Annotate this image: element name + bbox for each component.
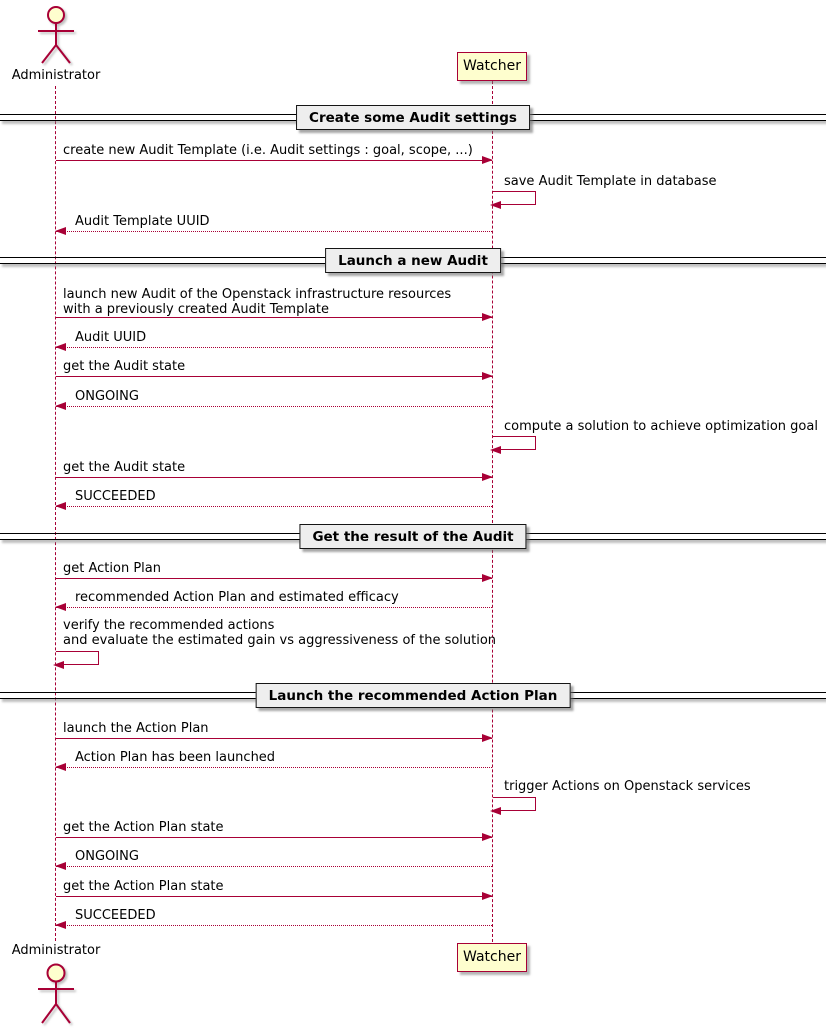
divider-launch-new-audit: Launch a new Audit — [0, 248, 826, 274]
arrowhead-left-icon — [55, 920, 66, 929]
administrator-actor-icon — [38, 6, 74, 64]
arrowhead-right-icon — [482, 472, 493, 481]
return-arrow — [55, 342, 492, 351]
arrowhead-right-icon — [482, 832, 493, 841]
message-arrow — [56, 472, 493, 481]
message-label: Action Plan has been launched — [75, 750, 276, 765]
administrator-actor-icon — [38, 963, 74, 1024]
arrowhead-left-icon — [490, 201, 501, 209]
message-label: trigger Actions on Openstack services — [504, 779, 751, 794]
divider-get-audit-result: Get the result of the Audit — [0, 524, 826, 550]
message-label: compute a solution to achieve optimizati… — [504, 419, 818, 434]
arrowhead-left-icon — [55, 226, 66, 235]
arrowhead-right-icon — [482, 155, 493, 164]
return-arrow — [55, 401, 492, 410]
message-arrow — [56, 155, 493, 164]
return-arrow — [55, 602, 492, 611]
arrowhead-right-icon — [482, 891, 493, 900]
arrowhead-left-icon — [55, 501, 66, 510]
divider-label: Launch a new Audit — [325, 248, 501, 273]
return-arrow — [55, 226, 492, 235]
divider-create-audit-settings: Create some Audit settings — [0, 105, 826, 131]
message-label: Audit Template UUID — [75, 214, 210, 229]
message-label: get the Action Plan state — [63, 879, 224, 894]
message-label: get the Audit state — [63, 359, 186, 374]
message-label: get Action Plan — [63, 561, 161, 576]
arrowhead-left-icon — [55, 342, 66, 351]
lifeline-watcher — [492, 81, 493, 942]
self-message-bracket — [490, 436, 536, 454]
lifeline-administrator — [55, 86, 56, 941]
message-label: SUCCEEDED — [75, 908, 156, 923]
arrowhead-left-icon — [55, 401, 66, 410]
message-label: verify the recommended actions and evalu… — [63, 618, 497, 648]
message-arrow — [56, 891, 493, 900]
return-arrow — [55, 920, 492, 929]
arrowhead-right-icon — [482, 573, 493, 582]
divider-label: Create some Audit settings — [296, 105, 530, 130]
return-arrow — [55, 762, 492, 771]
message-label: create new Audit Template (i.e. Audit se… — [63, 143, 473, 158]
arrowhead-right-icon — [482, 312, 493, 321]
arrowhead-left-icon — [55, 861, 66, 870]
watcher-participant-top: Watcher — [457, 52, 527, 81]
message-label: get the Action Plan state — [63, 820, 224, 835]
message-label: ONGOING — [75, 389, 139, 404]
arrowhead-right-icon — [482, 371, 493, 380]
return-arrow — [55, 501, 492, 510]
divider-launch-action-plan: Launch the recommended Action Plan — [0, 683, 826, 709]
return-arrow — [55, 861, 492, 870]
divider-label: Launch the recommended Action Plan — [255, 683, 571, 708]
message-label: get the Audit state — [63, 460, 186, 475]
administrator-label-bottom: Administrator — [11, 943, 101, 958]
message-label: recommended Action Plan and estimated ef… — [75, 590, 399, 605]
arrowhead-left-icon — [490, 446, 501, 454]
self-message-bracket — [53, 651, 99, 669]
administrator-label-top: Administrator — [11, 68, 101, 83]
message-label: launch new Audit of the Openstack infras… — [63, 287, 452, 317]
message-label: ONGOING — [75, 849, 139, 864]
self-message-bracket — [490, 191, 536, 209]
message-label: Audit UUID — [75, 330, 147, 345]
arrowhead-left-icon — [53, 661, 64, 669]
message-arrow — [56, 573, 493, 582]
message-arrow — [56, 312, 493, 321]
message-label: launch the Action Plan — [63, 721, 209, 736]
message-label: SUCCEEDED — [75, 489, 156, 504]
arrowhead-left-icon — [490, 807, 501, 815]
arrowhead-left-icon — [55, 762, 66, 771]
arrowhead-right-icon — [482, 733, 493, 742]
message-label: save Audit Template in database — [504, 174, 717, 189]
divider-label: Get the result of the Audit — [299, 524, 527, 549]
message-arrow — [56, 371, 493, 380]
arrowhead-left-icon — [55, 602, 66, 611]
message-arrow — [56, 832, 493, 841]
message-arrow — [56, 733, 493, 742]
watcher-participant-bottom: Watcher — [457, 943, 527, 972]
self-message-bracket — [490, 797, 536, 815]
